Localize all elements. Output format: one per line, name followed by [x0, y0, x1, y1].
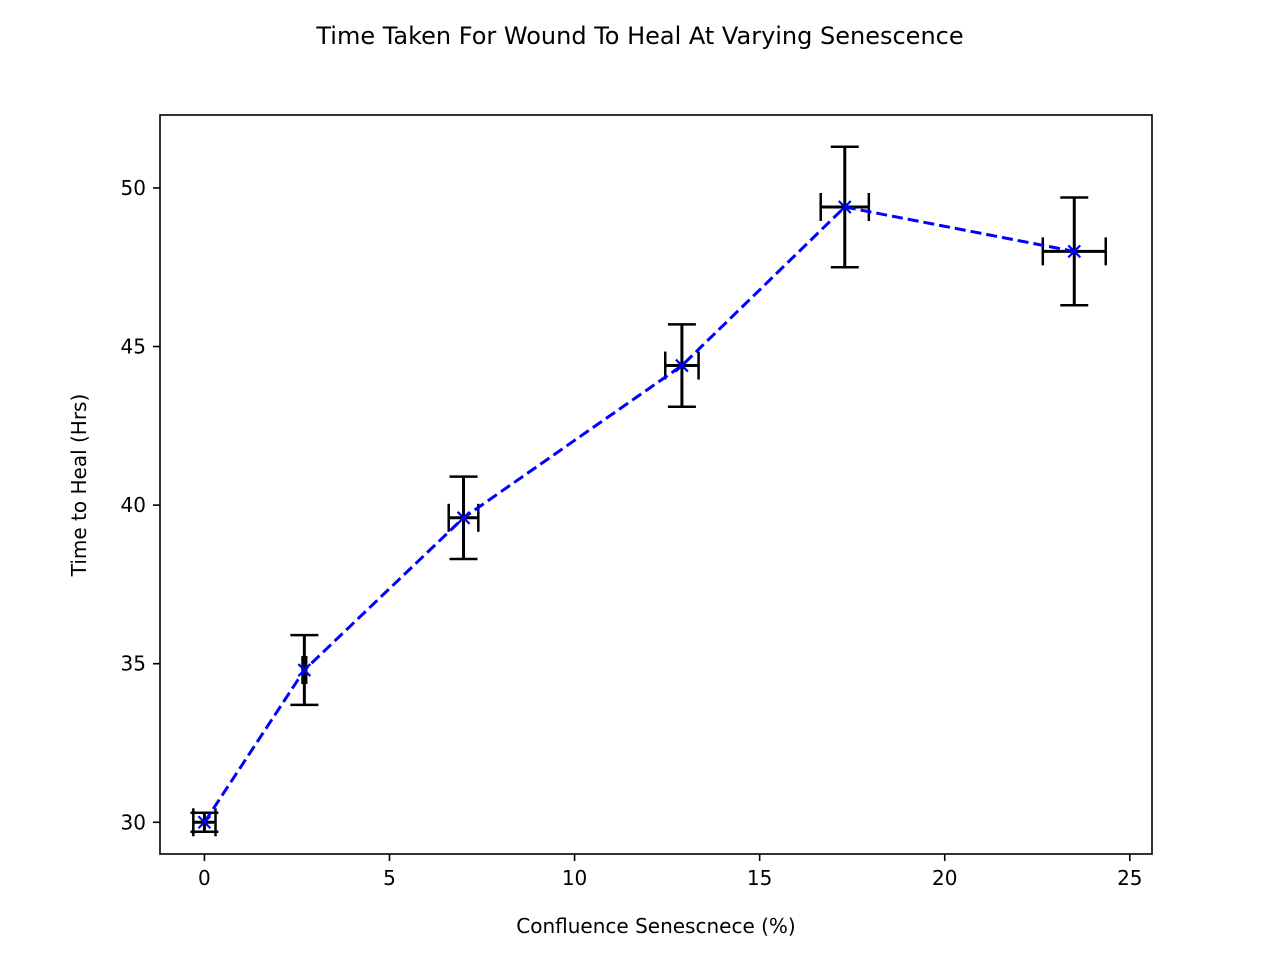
- y-tick-label-0: 30: [121, 810, 146, 834]
- plot-frame: [159, 114, 1153, 855]
- x-tick-label-1: 5: [383, 866, 396, 890]
- y-axis-label: Time to Heal (Hrs): [67, 394, 91, 578]
- x-tick-label-4: 20: [932, 866, 957, 890]
- y-tick-label-1: 35: [121, 652, 146, 676]
- plot-area: 0 5 10 15 20 25 30 35 40 45 50: [121, 114, 1153, 890]
- x-tick-label-5: 25: [1117, 866, 1142, 890]
- series-line-0: [203, 205, 1075, 824]
- data-point-2: [456, 511, 471, 525]
- chart-title: Time Taken For Wound To Heal At Varying …: [315, 22, 963, 50]
- y-tick-label-3: 45: [121, 335, 146, 359]
- data-point-3: [675, 358, 689, 373]
- x-tick-label-0: 0: [198, 866, 211, 890]
- x-tick-label-2: 10: [562, 866, 587, 890]
- data-point-4: [837, 200, 852, 214]
- x-axis-label: Confluence Senescnece (%): [516, 914, 795, 938]
- data-point-5: [1067, 244, 1082, 259]
- y-tick-label-4: 50: [121, 176, 146, 200]
- data-point-1: [297, 663, 312, 677]
- y-tick-label-2: 40: [121, 493, 146, 517]
- data-point-0: [197, 815, 212, 830]
- x-tick-label-3: 15: [747, 866, 772, 890]
